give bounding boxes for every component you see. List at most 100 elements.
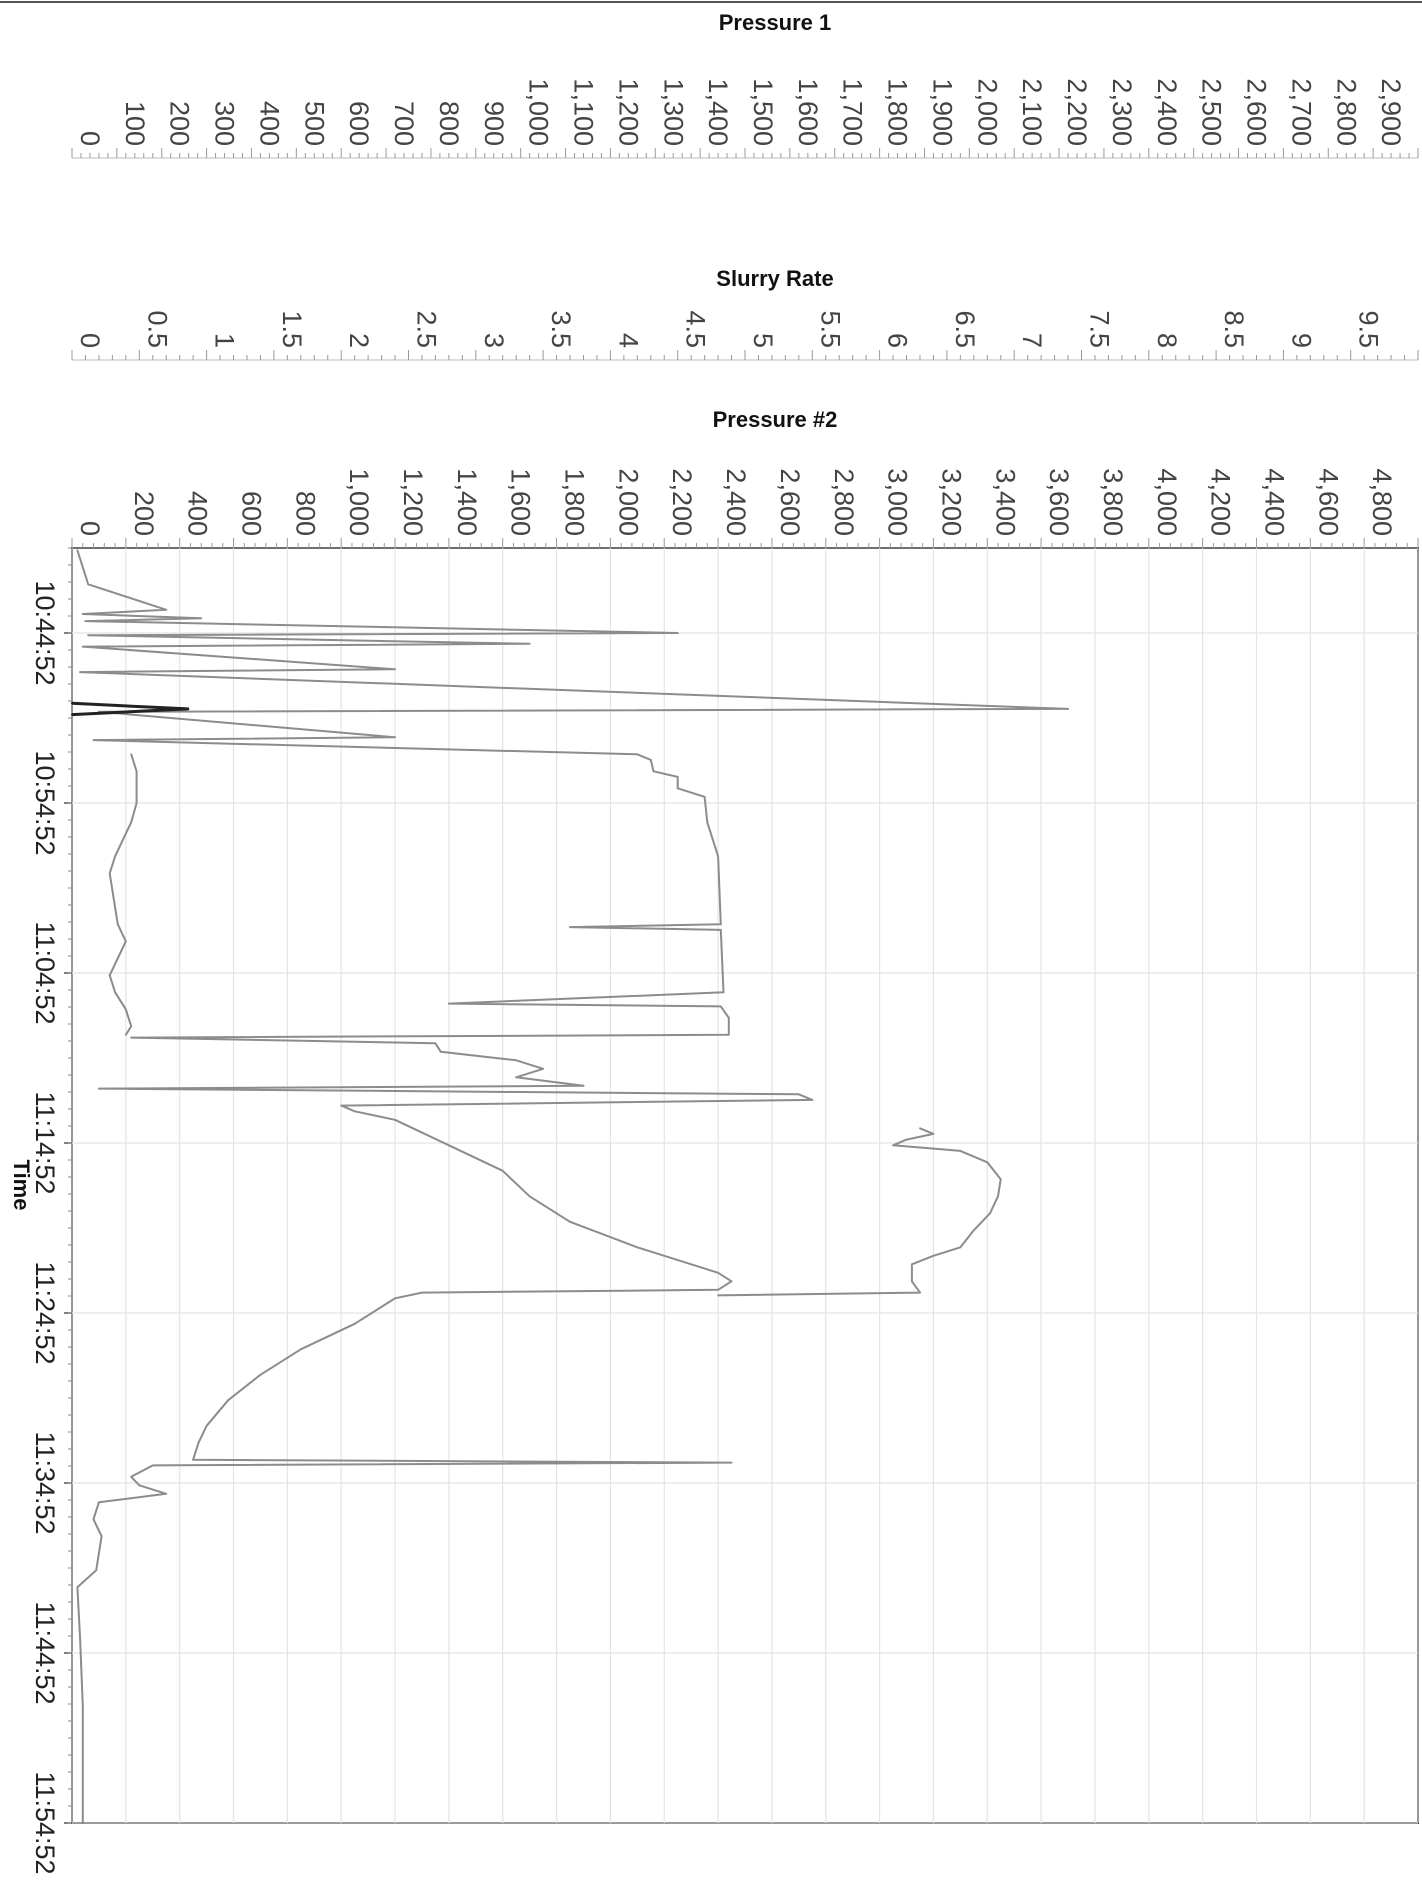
series-point <box>569 1220 571 1223</box>
series-point <box>124 940 127 943</box>
series-point <box>71 702 73 705</box>
series-point <box>652 770 655 773</box>
series-point <box>116 923 119 926</box>
series-point <box>135 802 138 804</box>
tick-label-pressure1: 1,400 <box>703 78 733 146</box>
axes-layer: Pressure 10 100 200 300 400 500 600 700 800 900 1,… <box>9 10 1422 1875</box>
tick-label-pressure2: 800 <box>290 491 320 536</box>
series-point <box>87 583 90 586</box>
tick-label-slurry_rate: 5 <box>748 333 778 348</box>
time-tick-label: 11:34:52 <box>30 1431 60 1534</box>
series-point <box>353 1110 356 1113</box>
series-point <box>1067 708 1069 710</box>
series-point <box>114 906 116 909</box>
series-point <box>972 1229 975 1232</box>
tick-label-pressure1: 1,600 <box>793 78 823 146</box>
tick-label-pressure2: 3,800 <box>1098 468 1128 536</box>
series-point <box>340 1104 343 1107</box>
series-point <box>197 1441 200 1444</box>
series-point <box>135 770 138 773</box>
tick-label-pressure1: 1,300 <box>658 78 688 146</box>
tick-label-pressure2: 0 <box>75 521 105 536</box>
series-point <box>394 736 396 739</box>
series-point <box>999 1178 1002 1181</box>
series-point <box>71 713 73 716</box>
series-point <box>205 1424 208 1427</box>
tick-label-pressure2: 4,600 <box>1313 468 1343 536</box>
series-point <box>151 1464 154 1467</box>
tick-label-pressure2: 2,200 <box>667 468 697 536</box>
tick-label-slurry_rate: 3.5 <box>546 310 576 348</box>
series-layer <box>71 549 1069 1824</box>
tick-label-slurry_rate: 4.5 <box>681 310 711 348</box>
tick-label-slurry_rate: 1 <box>210 333 240 348</box>
series-point <box>717 855 719 858</box>
series-point <box>989 1212 991 1215</box>
series-point <box>394 1297 396 1300</box>
tick-label-pressure2: 4,000 <box>1152 468 1182 536</box>
tick-label-pressure2: 2,000 <box>613 468 643 536</box>
series-point <box>717 1271 719 1274</box>
series-point <box>227 1399 230 1402</box>
series-point <box>165 608 168 611</box>
series-point <box>299 1348 302 1351</box>
time-tick-label: 10:54:52 <box>30 750 60 855</box>
series-point <box>186 708 189 710</box>
series-point <box>95 1569 98 1572</box>
time-tick-label: 11:04:52 <box>30 921 60 1024</box>
tick-label-slurry_rate: 7.5 <box>1085 310 1115 348</box>
series-point <box>434 1042 437 1045</box>
series-point <box>98 1501 100 1504</box>
series-point <box>92 739 95 741</box>
series-line-2 <box>718 1127 1002 1297</box>
axis-title-pressure1: Pressure 1 <box>719 10 832 35</box>
series-point <box>528 1195 531 1198</box>
series-point <box>676 776 679 778</box>
tick-label-pressure1: 1,200 <box>613 78 643 146</box>
tick-label-pressure2: 2,400 <box>721 468 751 536</box>
series-point <box>421 1291 423 1294</box>
series-point <box>569 926 571 928</box>
series-point <box>111 889 114 892</box>
tick-label-pressure2: 200 <box>129 491 159 536</box>
series-point <box>690 1263 693 1266</box>
tick-label-pressure1: 2,200 <box>1062 78 1092 146</box>
tick-label-slurry_rate: 2.5 <box>412 310 442 348</box>
series-point <box>542 1067 544 1070</box>
series-point <box>98 1552 100 1555</box>
series-point <box>676 787 679 790</box>
series-point <box>636 1246 639 1249</box>
series-point <box>165 1492 168 1495</box>
tick-label-slurry_rate: 1.5 <box>277 310 307 348</box>
series-point <box>501 1169 504 1172</box>
series-point <box>79 1637 81 1640</box>
tick-label-slurry_rate: 8.5 <box>1219 310 1249 348</box>
series-point <box>797 1093 800 1096</box>
series-point <box>448 1144 450 1147</box>
series-point <box>515 1059 518 1062</box>
series-point <box>353 1322 356 1325</box>
time-tick-label: 11:44:52 <box>30 1601 60 1704</box>
series-point <box>259 1373 262 1376</box>
tick-label-pressure1: 600 <box>344 101 374 146</box>
tick-label-slurry_rate: 3 <box>479 333 509 348</box>
tick-label-pressure1: 900 <box>479 101 509 146</box>
series-point <box>727 1016 730 1019</box>
tick-label-pressure1: 1,900 <box>927 78 957 146</box>
series-point <box>959 1246 962 1249</box>
series-point <box>81 645 84 648</box>
series-point <box>98 1087 100 1090</box>
tick-label-pressure1: 1,100 <box>569 78 599 146</box>
axis-pressure2: Pressure #2 0 200 400 600 800 1,000 1,200 1,400 1… <box>71 407 1422 549</box>
tick-label-pressure1: 400 <box>254 101 284 146</box>
series-point <box>130 821 133 824</box>
chart-frame-layer <box>0 1 1422 1824</box>
tick-label-pressure2: 3,400 <box>990 468 1020 536</box>
series-point <box>636 753 639 756</box>
axis-slurry_rate: Slurry Rate 0 0.5 1 1.5 2 2.5 3 3.5 4 4.5 5 5.5 6 6.5 7… <box>71 266 1422 361</box>
axis-pressure1: Pressure 1 0 100 200 300 400 500 600 700 800 900 1,… <box>71 10 1422 159</box>
axis-title-pressure2: Pressure #2 <box>713 407 838 432</box>
series-point <box>959 1150 962 1152</box>
tick-label-pressure1: 200 <box>165 101 195 146</box>
series-point <box>124 1008 127 1011</box>
